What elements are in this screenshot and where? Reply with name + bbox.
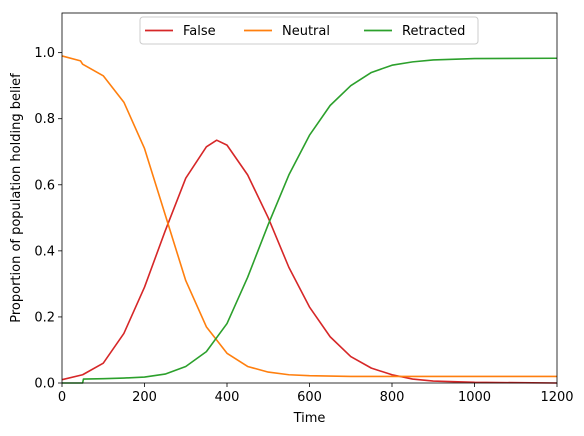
series-line-neutral [61, 55, 557, 378]
x-axis-label: Time [293, 411, 326, 426]
legend-label-retracted: Retracted [402, 24, 465, 39]
y-tick-label: 0.6 [34, 178, 55, 193]
x-axis: 0 200 400 600 800 1000 1200 [58, 383, 574, 405]
legend-label-false: False [183, 24, 216, 39]
y-tick-label: 0.8 [34, 112, 55, 127]
x-tick-label: 1000 [458, 390, 491, 405]
y-tick-label: 0.2 [34, 310, 55, 325]
y-axis: 0.0 0.2 0.4 0.6 0.8 1.0 [34, 46, 62, 392]
y-tick-label: 0.0 [34, 377, 55, 392]
legend: False Neutral Retracted [139, 16, 479, 45]
x-tick-label: 0 [58, 390, 66, 405]
x-tick-label: 400 [215, 390, 240, 405]
x-tick-label: 1200 [540, 390, 573, 405]
x-tick-label: 200 [132, 390, 157, 405]
y-tick-label: 1.0 [34, 46, 55, 61]
legend-box [139, 16, 479, 45]
series-line-retracted [62, 57, 558, 384]
series-layer [61, 55, 558, 384]
x-tick-label: 800 [380, 390, 405, 405]
y-tick-label: 0.4 [34, 244, 55, 259]
legend-label-neutral: Neutral [282, 24, 330, 39]
plot-area [62, 13, 557, 383]
y-axis-label: Proportion of population holding belief [9, 73, 24, 323]
x-tick-label: 600 [297, 390, 322, 405]
